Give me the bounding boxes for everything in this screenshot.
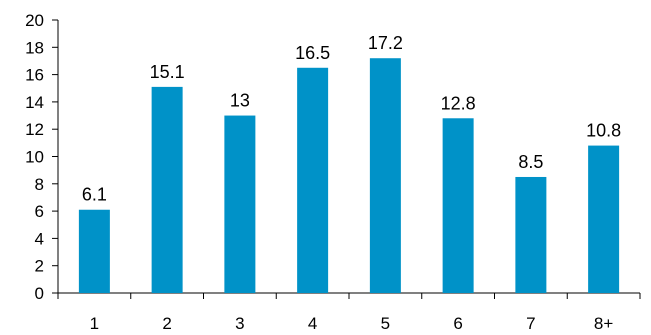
data-label: 8.5 [518, 152, 543, 172]
y-tick-label: 18 [25, 38, 44, 57]
x-tick-label: 7 [526, 314, 535, 333]
x-tick-label: 3 [235, 314, 244, 333]
data-label: 10.8 [586, 121, 621, 141]
bar [588, 145, 620, 293]
y-axis: 0 2 4 6 8 10 12 14 16 18 20 [25, 11, 59, 303]
x-tick-label: 4 [308, 314, 317, 333]
data-label: 17.2 [368, 33, 403, 53]
y-tick-label: 2 [35, 257, 44, 276]
x-tick-label: 8+ [594, 314, 613, 333]
x-tick-label: 5 [381, 314, 390, 333]
y-tick-label: 20 [25, 11, 44, 30]
y-tick-label: 6 [35, 202, 44, 221]
y-tick-label: 0 [35, 284, 44, 303]
data-label: 12.8 [441, 93, 476, 113]
bar [442, 118, 474, 293]
y-tick-label: 16 [25, 66, 44, 85]
data-label: 15.1 [150, 62, 185, 82]
data-label: 16.5 [295, 43, 330, 63]
y-tick-label: 14 [25, 93, 44, 112]
bar [297, 67, 329, 294]
x-tick-label: 2 [162, 314, 171, 333]
bar [224, 115, 256, 293]
bar [151, 86, 183, 293]
y-tick-label: 8 [35, 175, 44, 194]
x-tick-label: 1 [90, 314, 99, 333]
bar [369, 58, 401, 293]
bar [515, 176, 547, 293]
data-label: 6.1 [82, 185, 107, 205]
y-tick-label: 4 [35, 229, 44, 248]
bar [78, 209, 110, 293]
data-labels: 6.1 15.1 13 16.5 17.2 12.8 8.5 10.8 [82, 33, 621, 205]
y-tick-label: 10 [25, 148, 44, 167]
y-tick-label: 12 [25, 120, 44, 139]
x-tick-label: 6 [453, 314, 462, 333]
data-label: 13 [230, 91, 250, 111]
x-axis: 1 2 3 4 5 6 7 8+ [57, 292, 641, 333]
bars [78, 58, 620, 294]
